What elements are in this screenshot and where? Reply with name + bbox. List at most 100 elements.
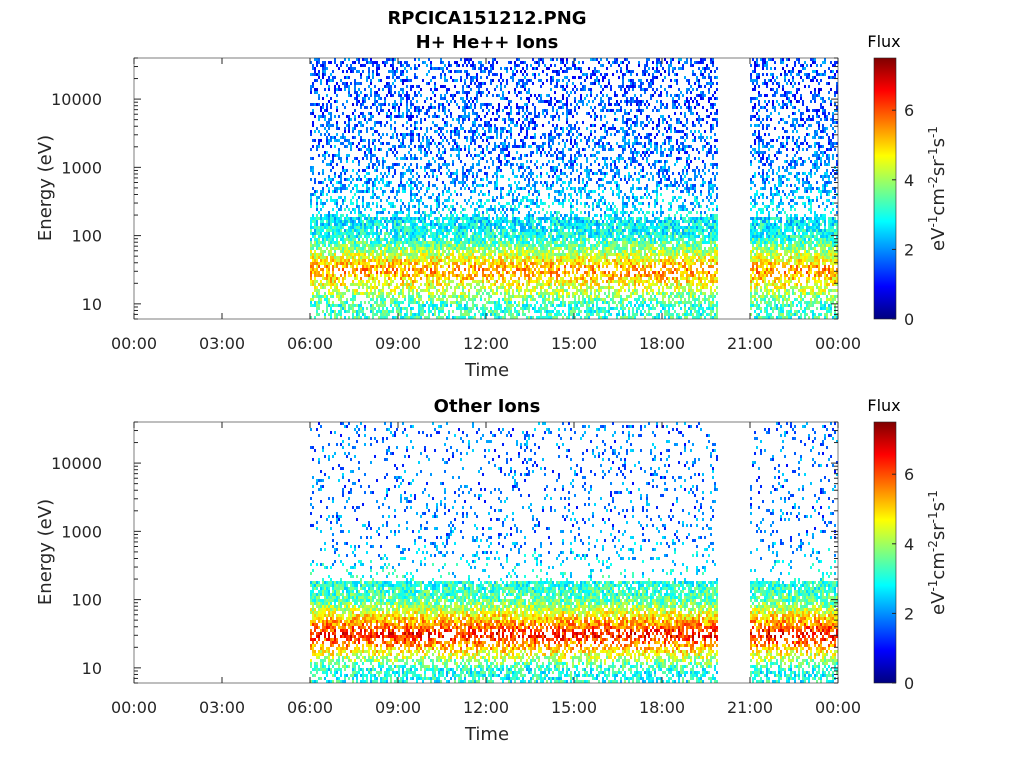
spectrogram-cell <box>408 241 410 244</box>
spectrogram-cell <box>380 265 382 268</box>
spectrogram-cell <box>490 313 492 316</box>
spectrogram-cell <box>326 199 328 202</box>
spectrogram-cell <box>508 247 510 250</box>
spectrogram-cell <box>424 289 426 292</box>
spectrogram-cell <box>490 208 492 211</box>
spectrogram-cell <box>434 67 436 70</box>
spectrogram-cell <box>376 244 378 247</box>
spectrogram-cell <box>380 109 382 112</box>
spectrogram-cell <box>518 112 520 115</box>
spectrogram-cell <box>384 235 386 238</box>
spectrogram-cell <box>496 187 498 190</box>
spectrogram-cell <box>408 238 410 241</box>
spectrogram-cell <box>456 259 458 262</box>
spectrogram-cell <box>486 67 488 70</box>
spectrogram-cell <box>412 136 414 139</box>
spectrogram-cell <box>378 73 380 76</box>
spectrogram-cell <box>512 262 514 265</box>
spectrogram-cell <box>456 241 458 244</box>
spectrogram-cell <box>500 160 502 163</box>
spectrogram-cell <box>340 307 342 310</box>
spectrogram-cell <box>518 253 520 256</box>
spectrogram-cell <box>510 286 512 289</box>
spectrogram-cell <box>392 133 394 136</box>
spectrogram-cell <box>480 205 482 208</box>
spectrogram-cell <box>426 154 428 157</box>
spectrogram-cell <box>454 238 456 241</box>
spectrogram-cell <box>526 265 528 268</box>
spectrogram-cell <box>354 115 356 118</box>
spectrogram-cell <box>406 109 408 112</box>
spectrogram-cell <box>536 283 538 286</box>
spectrogram-cell <box>328 313 330 316</box>
spectrogram-cell <box>458 151 460 154</box>
spectrogram-cell <box>476 118 478 121</box>
spectrogram-cell <box>442 157 444 160</box>
spectrogram-cell <box>400 79 402 82</box>
spectrogram-cell <box>352 187 354 190</box>
spectrogram-cell <box>474 220 476 223</box>
spectrogram-cell <box>420 187 422 190</box>
spectrogram-cell <box>506 160 508 163</box>
spectrogram-cell <box>330 106 332 109</box>
spectrogram-cell <box>402 244 404 247</box>
spectrogram-cell <box>370 277 372 280</box>
spectrogram-cell <box>526 214 528 217</box>
spectrogram-cell <box>414 247 416 250</box>
spectrogram-cell <box>374 94 376 97</box>
spectrogram-cell <box>326 283 328 286</box>
spectrogram-cell <box>316 307 318 310</box>
spectrogram-cell <box>410 235 412 238</box>
spectrogram-cell <box>440 232 442 235</box>
spectrogram-cell <box>408 169 410 172</box>
spectrogram-cell <box>316 205 318 208</box>
spectrogram-cell <box>442 229 444 232</box>
spectrogram-cell <box>324 73 326 76</box>
spectrogram-cell <box>420 295 422 298</box>
spectrogram-cell <box>340 238 342 241</box>
spectrogram-cell <box>352 244 354 247</box>
spectrogram-cell <box>396 316 398 319</box>
spectrogram-cell <box>410 253 412 256</box>
spectrogram-cell <box>382 295 384 298</box>
spectrogram-cell <box>538 148 540 151</box>
spectrogram-cell <box>340 283 342 286</box>
spectrogram-cell <box>430 262 432 265</box>
spectrogram-cell <box>326 130 328 133</box>
spectrogram-cell <box>356 124 358 127</box>
spectrogram-cell <box>400 181 402 184</box>
spectrogram-cell <box>528 178 530 181</box>
spectrogram-cell <box>526 241 528 244</box>
spectrogram-cell <box>330 181 332 184</box>
spectrogram-cell <box>442 127 444 130</box>
spectrogram-cell <box>312 271 314 274</box>
spectrogram-cell <box>530 121 532 124</box>
spectrogram-cell <box>374 223 376 226</box>
spectrogram-cell <box>464 256 466 259</box>
spectrogram-cell <box>494 307 496 310</box>
spectrogram-cell <box>534 61 536 64</box>
spectrogram-cell <box>336 220 338 223</box>
spectrogram-cell <box>426 241 428 244</box>
spectrogram-cell <box>512 208 514 211</box>
spectrogram-cell <box>326 262 328 265</box>
spectrogram-cell <box>482 229 484 232</box>
spectrogram-cell <box>430 196 432 199</box>
spectrogram-cell <box>406 97 408 100</box>
spectrogram-cell <box>420 232 422 235</box>
spectrogram-cell <box>452 163 454 166</box>
spectrogram-cell <box>430 151 432 154</box>
spectrogram-cell <box>512 295 514 298</box>
spectrogram-cell <box>470 88 472 91</box>
spectrogram-cell <box>460 310 462 313</box>
spectrogram-cell <box>518 283 520 286</box>
spectrogram-cell <box>338 223 340 226</box>
spectrogram-cell <box>466 307 468 310</box>
spectrogram-cell <box>402 73 404 76</box>
spectrogram-cell <box>400 235 402 238</box>
spectrogram-cell <box>420 253 422 256</box>
spectrogram-cell <box>488 193 490 196</box>
spectrogram-cell <box>376 253 378 256</box>
spectrogram-cell <box>394 223 396 226</box>
spectrogram-cell <box>418 301 420 304</box>
